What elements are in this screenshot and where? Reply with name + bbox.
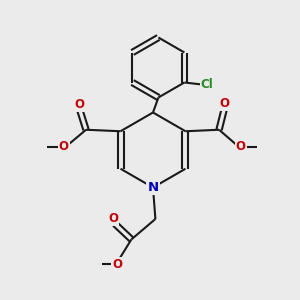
Text: O: O [108, 212, 118, 225]
Text: O: O [112, 258, 122, 271]
Text: O: O [74, 98, 84, 111]
Text: O: O [220, 97, 230, 110]
Text: O: O [236, 140, 246, 153]
Text: N: N [147, 181, 159, 194]
Text: O: O [59, 140, 69, 153]
Text: Cl: Cl [200, 78, 213, 92]
